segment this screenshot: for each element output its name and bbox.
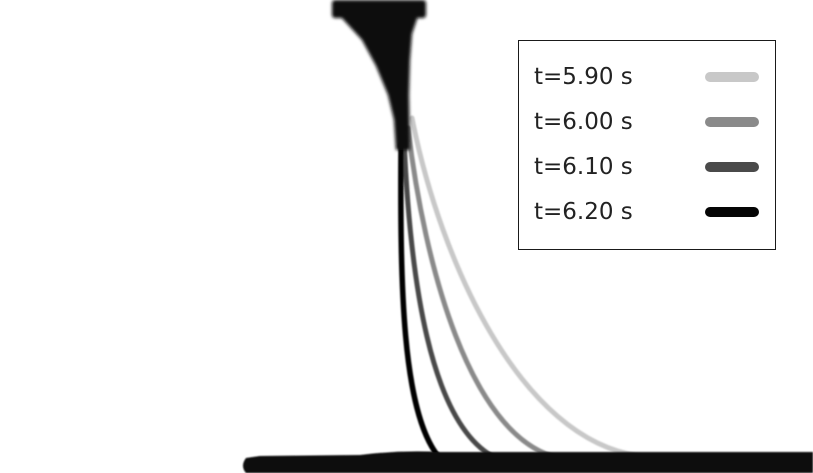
jet-strand-t610 [401,135,495,459]
legend-label: t=6.20 s [534,199,633,225]
jet-strands [398,115,643,459]
legend-label: t=5.90 s [534,64,633,90]
substrate-plate [243,451,813,473]
jet-strand-t590 [409,115,643,459]
legend-swatch [705,207,759,217]
legend-label: t=6.00 s [534,109,633,135]
legend: t=5.90 s t=6.00 s t=6.10 s t=6.20 s [518,40,776,250]
legend-item: t=6.10 s [519,145,775,189]
legend-swatch [705,72,759,82]
legend-swatch [705,162,759,172]
jet-strand-t600 [405,125,555,459]
legend-item: t=5.90 s [519,55,775,99]
legend-item: t=6.00 s [519,100,775,144]
legend-label: t=6.10 s [534,154,633,180]
jet-strand-t620 [398,142,441,459]
legend-item: t=6.20 s [519,190,775,234]
legend-swatch [705,117,759,127]
nozzle [332,0,426,150]
